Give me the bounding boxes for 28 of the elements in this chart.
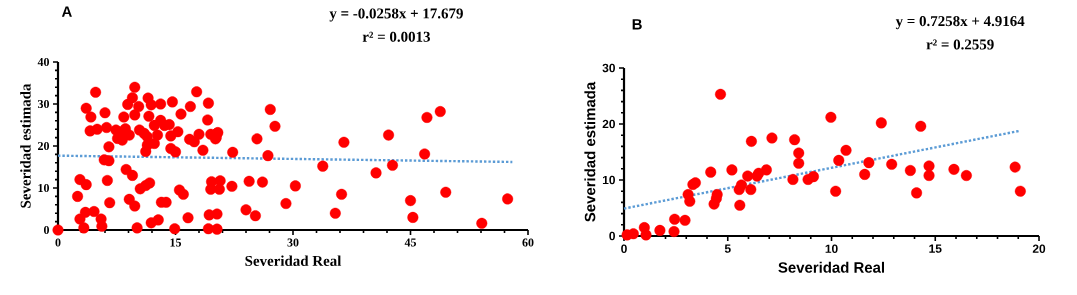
x-tick-label: 0: [55, 238, 61, 247]
text: r² = 0.2559: [926, 39, 994, 50]
x-tick-label: 15: [929, 244, 942, 253]
x-tick-label: 30: [287, 238, 299, 247]
x-tick-label: 60: [522, 238, 534, 247]
x-tick-label: 10: [825, 244, 838, 253]
x-tick-label: 15: [170, 238, 182, 247]
x-tick-label: 5: [724, 244, 731, 253]
y-tick-label: 40: [37, 57, 50, 67]
x-axis-title: Severidad Real: [245, 255, 342, 266]
y-axis-title: Severidad estimada: [584, 81, 596, 222]
y-tick-label: 20: [602, 119, 615, 129]
x-axis-title: Severidad Real: [778, 261, 885, 273]
x-tick-label: 45: [404, 238, 417, 247]
y-tick-label: 10: [38, 183, 50, 193]
y-tick-label: 20: [38, 141, 50, 151]
y-tick-label: 30: [602, 63, 615, 73]
y-tick-label: 10: [602, 175, 615, 185]
chart-title: B: [632, 19, 642, 30]
text: y = 0.7258x + 4.9164: [895, 16, 1025, 30]
text: y = -0.0258x + 17.679: [329, 8, 463, 22]
x-tick-label: 0: [621, 244, 627, 253]
x-tick-label: 20: [1032, 244, 1046, 253]
y-axis-title: Severidad estimada: [20, 83, 31, 208]
y-tick-label: 30: [37, 99, 50, 109]
chart-title: A: [61, 6, 72, 17]
y-tick-label: 0: [43, 225, 50, 235]
text: r² = 0.0013: [362, 31, 430, 42]
